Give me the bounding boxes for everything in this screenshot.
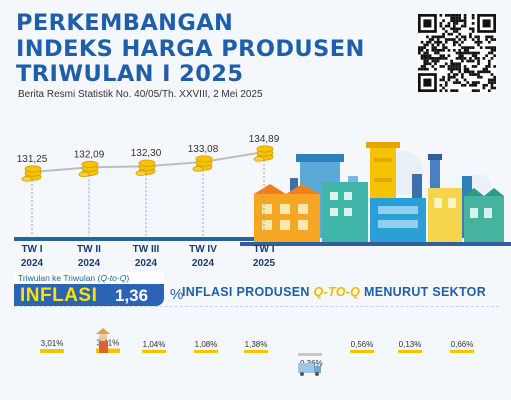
x-tick-year: 2025 <box>253 258 276 269</box>
sector-bar <box>194 350 218 353</box>
sector-value-label: 0,66% <box>451 340 474 349</box>
qtoq-value-panel: INFLASI 1,36 <box>14 284 164 306</box>
sector-title-suffix: MENURUT SEKTOR <box>360 285 487 299</box>
sector-inflation-chart: 3,01%3,41%1,04%1,08%1,38%-0,36%0,56%0,13… <box>40 328 474 376</box>
trend-layer: 131,25 TW I 2024 132,09 TW II 2024 132,30 TW II… <box>14 134 280 269</box>
sector-value-label: 3,01% <box>41 339 64 348</box>
release-reference: Berita Resmi Statistik No. 40/05/Th. XXV… <box>18 89 263 100</box>
farmer-icon <box>96 328 110 353</box>
sector-value-label: 1,04% <box>143 340 166 349</box>
value-label: 132,09 <box>74 149 105 160</box>
x-tick-label: TW I <box>253 244 274 255</box>
qr-code-icon[interactable] <box>418 14 496 92</box>
qtoq-caption-prefix: Triwulan ke Triwulan ( <box>18 273 101 283</box>
sector-bar <box>398 350 422 353</box>
data-point <box>135 159 156 177</box>
sector-bar <box>142 350 166 353</box>
x-tick-year: 2024 <box>192 258 215 269</box>
sector-bar <box>298 353 322 356</box>
sector-value-label: 0,56% <box>351 340 374 349</box>
title-line-3: TRIWULAN I 2025 <box>16 61 244 87</box>
ihp-trend-chart: 131,25 TW I 2024 132,09 TW II 2024 132,30 TW II… <box>14 134 511 269</box>
sector-value-label: 1,08% <box>195 340 218 349</box>
truck-icon <box>298 363 321 376</box>
data-point <box>192 155 213 172</box>
value-label: 131,25 <box>17 154 48 165</box>
x-tick-label: TW I <box>21 244 42 255</box>
sector-bar <box>40 349 64 353</box>
inflation-label: INFLASI <box>20 285 98 306</box>
sector-title-prefix: INFLASI PRODUSEN <box>182 285 314 299</box>
x-tick-year: 2024 <box>135 258 158 269</box>
sector-bar <box>350 350 374 353</box>
value-label: 133,08 <box>188 144 219 155</box>
sector-title-highlight: Q-TO-Q <box>313 285 361 299</box>
title-line-1: PERKEMBANGAN <box>16 10 234 36</box>
x-tick-label: TW II <box>77 244 101 255</box>
x-tick-year: 2024 <box>21 258 44 269</box>
data-point <box>78 160 99 178</box>
sector-bar <box>450 350 474 353</box>
sector-value-label: 1,38% <box>245 340 268 349</box>
x-tick-year: 2024 <box>78 258 101 269</box>
page-title: PERKEMBANGAN INDEKS HARGA PRODUSEN TRIWU… <box>16 10 365 88</box>
x-tick-label: TW IV <box>189 244 217 255</box>
inflation-unit: % <box>170 286 184 303</box>
qtoq-caption: Triwulan ke Triwulan (Q-to-Q) <box>14 272 164 284</box>
sector-bar <box>244 350 268 353</box>
inflation-value: 1,36 <box>115 286 149 305</box>
value-label: 132,30 <box>131 148 162 159</box>
value-label: 134,89 <box>249 134 280 145</box>
title-line-2: INDEKS HARGA PRODUSEN <box>16 35 365 62</box>
qtoq-caption-suffix: ) <box>126 273 130 283</box>
qtoq-inflation-box: Triwulan ke Triwulan (Q-to-Q) INFLASI 1,… <box>14 272 183 306</box>
sector-section-title: INFLASI PRODUSEN Q-TO-Q MENURUT SEKTOR <box>182 285 486 299</box>
x-tick-label: TW III <box>133 244 160 255</box>
x-axis-bar <box>14 237 254 241</box>
data-point <box>21 165 42 182</box>
qtoq-caption-term: Q-to-Q <box>100 273 127 283</box>
data-point <box>253 145 274 162</box>
factory-illustration <box>240 142 511 246</box>
sector-value-label: 0,13% <box>399 340 422 349</box>
section-divider <box>14 306 499 307</box>
